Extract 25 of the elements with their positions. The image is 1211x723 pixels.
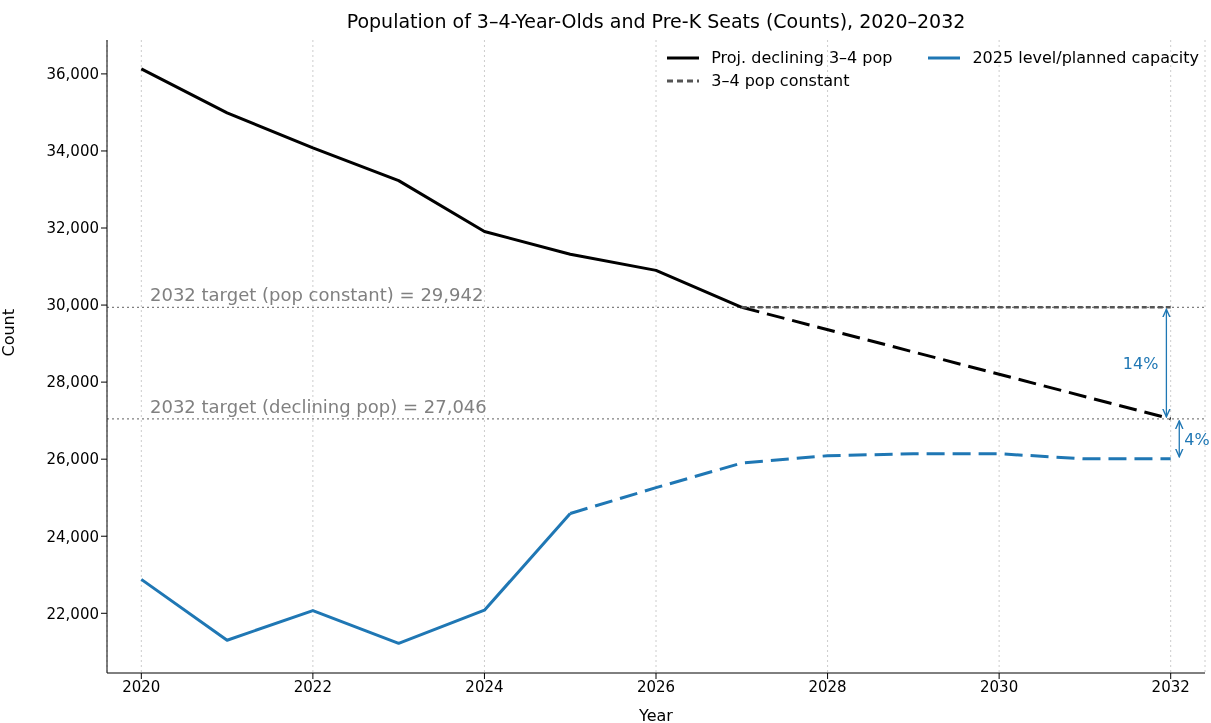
x-tick-label: 2028 xyxy=(808,677,847,696)
y-tick-label: 36,000 xyxy=(46,65,99,84)
x-tick-label: 2020 xyxy=(122,677,161,696)
y-tick-label: 26,000 xyxy=(46,450,99,469)
x-tick-label: 2032 xyxy=(1151,677,1190,696)
legend-label: 3–4 pop constant xyxy=(711,71,850,90)
x-tick-label: 2024 xyxy=(465,677,504,696)
ref-line-label: 2032 target (declining pop) = 27,046 xyxy=(150,395,487,417)
legend-label: Proj. declining 3–4 pop xyxy=(711,48,893,67)
y-tick-label: 28,000 xyxy=(46,373,99,392)
y-tick-label: 22,000 xyxy=(46,604,99,623)
y-tick-label: 34,000 xyxy=(46,142,99,161)
y-axis-title: Count xyxy=(0,308,18,357)
x-tick-label: 2022 xyxy=(293,677,332,696)
x-axis-title: Year xyxy=(638,706,674,723)
ref-line-label: 2032 target (pop constant) = 29,942 xyxy=(150,284,484,306)
annotation: 14% xyxy=(1122,354,1159,374)
chart-title: Population of 3–4-Year-Olds and Pre-K Seats (Counts), 2020–2032 xyxy=(345,10,967,32)
annotation: 4% xyxy=(1184,429,1210,449)
y-tick-label: 30,000 xyxy=(46,296,99,315)
legend-label: 2025 level/planned capacity xyxy=(972,48,1199,67)
x-tick-label: 2030 xyxy=(980,677,1019,696)
y-tick-label: 24,000 xyxy=(46,527,99,546)
x-tick-label: 2026 xyxy=(636,677,676,696)
y-tick-label: 32,000 xyxy=(46,219,99,238)
